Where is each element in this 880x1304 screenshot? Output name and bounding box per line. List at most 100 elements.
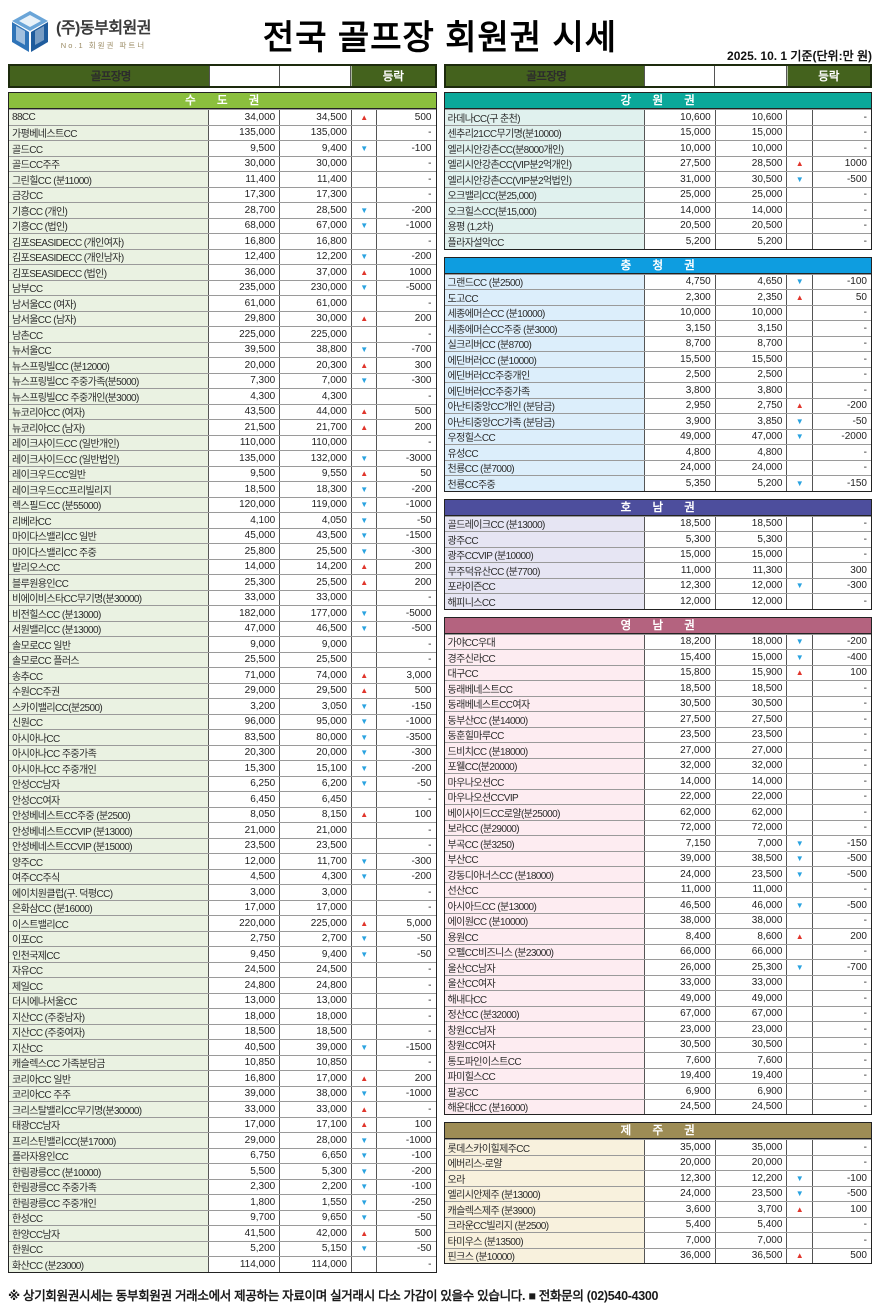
last-week-price-cell: 39,000 [644,851,716,866]
down-arrow-icon: ▼ [351,1040,378,1055]
last-week-price-cell: 2,300 [644,290,716,305]
table-row: 안성베네스트CCVIP (분15000) 23,500 23,500- [9,837,436,853]
this-week-price-cell: 5,150 [280,1241,352,1256]
column-header-change: 등락 [351,66,434,86]
course-name-cell: 기흥CC (개인) [9,203,210,218]
this-week-price-cell: 19,400 [715,1068,788,1083]
course-name-cell: 송추CC [9,668,210,683]
this-week-price-cell: 11,700 [280,854,352,869]
table-row: 엘리시안강촌CC(분8000개인) 10,000 10,000- [444,140,871,156]
change-value-cell: -50 [377,931,436,946]
change-value-cell: -500 [812,851,871,866]
table-row: 88CC 34,000 34,500 ▲ 500 [9,109,436,125]
no-change-cell [351,962,378,977]
course-name-cell: 롯데스카이힐제주CC [444,1140,645,1155]
change-value-cell: -5000 [377,606,436,621]
table-row: 안성CC여자 6,450 6,450- [9,791,436,807]
table-row: 아난티중앙CC개인 (분담금) 2,950 2,750 ▲ -200 [444,397,871,413]
course-name-cell: 한양CC남자 [9,1226,210,1241]
table-row: 동훈힐마루CC 23,500 23,500- [444,726,871,742]
course-name-cell: 은화삼CC (분16000) [9,900,210,915]
change-value-cell: - [377,838,436,853]
this-week-price-cell: 6,450 [280,792,352,807]
change-value-cell: -200 [377,482,436,497]
course-name-cell: 렉스필드CC (분55000) [9,497,210,512]
last-week-price-cell: 4,300 [209,389,281,404]
last-week-price-cell: 7,600 [644,1053,716,1068]
course-name-cell: 신원CC [9,714,210,729]
change-value-cell: -300 [377,745,436,760]
this-week-price-cell: 8,700 [715,336,788,351]
table-row: 골드CC 9,500 9,400 ▼ -100 [9,140,436,156]
table-row: 블루원용인CC 25,300 25,500 ▲ 200 [9,574,436,590]
last-week-price-cell: 39,500 [209,342,281,357]
change-value-cell: -50 [812,414,871,429]
change-value-cell: -200 [377,203,436,218]
down-arrow-icon: ▼ [787,960,813,975]
region-section: 충 청 권 그랜드CC (분2500) 4,750 4,650 ▼ -100 도고CC 2,3… [443,256,872,492]
this-week-price-cell: 2,350 [715,290,788,305]
last-week-price-cell: 43,500 [209,404,281,419]
no-change-cell [787,913,813,928]
change-value-cell: -100 [812,1171,871,1186]
course-name-cell: 안성베네스트CC주중 (분2500) [9,807,210,822]
this-week-price-cell: 15,100 [280,761,352,776]
no-change-cell [787,727,813,742]
change-value-cell: - [812,532,871,547]
change-value-cell: -1000 [377,714,436,729]
table-row: 렉스필드CC (분55000) 120,000 119,000 ▼ -1000 [9,496,436,512]
last-week-price-cell: 6,250 [209,776,281,791]
table-row: 실크리버CC (분8700) 8,700 8,700- [444,335,871,351]
change-value-cell: - [377,993,436,1008]
last-week-price-cell: 36,000 [644,1248,716,1263]
table-row: 한성CC 9,700 9,650 ▼ -50 [9,1209,436,1225]
last-week-price-cell: 29,800 [209,311,281,326]
change-value-cell: -150 [377,699,436,714]
this-week-price-cell: 80,000 [280,730,352,745]
last-week-price-cell: 15,400 [644,650,716,665]
this-week-price-cell: 18,000 [280,1009,352,1024]
change-value-cell: -50 [377,1241,436,1256]
this-week-price-cell: 18,000 [715,634,788,649]
no-change-cell [351,389,378,404]
table-row: 천룡CC주중 5,350 5,200 ▼ -150 [444,475,871,491]
last-week-price-cell: 32,000 [644,758,716,773]
change-value-cell: -500 [377,621,436,636]
change-value-cell: - [812,1022,871,1037]
last-week-price-cell: 33,000 [644,975,716,990]
region-section: 강 원 권 라데나CC(구 춘천) 10,600 10,600- 센추리21CC무기명(… [443,92,872,250]
table-row: 인천국제CC 9,450 9,400 ▼ -50 [9,946,436,962]
last-week-price-cell: 9,000 [209,637,281,652]
table-row: 지산CC 40,500 39,000 ▼ -1500 [9,1039,436,1055]
this-week-price-cell: 6,200 [280,776,352,791]
change-value-cell: - [812,913,871,928]
no-change-cell [787,187,813,202]
this-week-price-cell: 13,000 [280,993,352,1008]
last-week-price-cell: 18,000 [209,1009,281,1024]
region-band: 호 남 권 [444,499,871,516]
course-name-cell: 발리오스CC [9,559,210,574]
this-week-price-cell: 46,500 [280,621,352,636]
course-name-cell: 서원밸리CC (분13000) [9,621,210,636]
change-value-cell: -200 [377,249,436,264]
last-week-price-cell: 6,750 [209,1148,281,1163]
last-week-price-cell: 23,500 [644,727,716,742]
this-week-price-cell: 25,500 [280,575,352,590]
this-week-price-cell: 34,500 [280,110,352,125]
change-value-cell: - [377,389,436,404]
up-arrow-icon: ▲ [351,559,378,574]
table-row: 뉴코리아CC (여자) 43,500 44,000 ▲ 500 [9,403,436,419]
last-week-price-cell: 12,000 [644,594,716,609]
table-row: 드비치CC (분18000) 27,000 27,000- [444,742,871,758]
course-name-cell: 한림광릉CC 주중개인 [9,1195,210,1210]
this-week-price-cell: 47,000 [715,429,788,444]
change-value-cell: - [812,594,871,609]
down-arrow-icon: ▼ [351,373,378,388]
change-value-cell: -300 [812,578,871,593]
table-row: 남부CC 235,000 230,000 ▼ -5000 [9,279,436,295]
table-row: 롯데스카이힐제주CC 35,000 35,000- [444,1139,871,1155]
last-week-price-cell: 6,900 [644,1084,716,1099]
course-name-cell: 골드CC [9,141,210,156]
no-change-cell [787,141,813,156]
last-week-price-cell: 3,150 [644,321,716,336]
